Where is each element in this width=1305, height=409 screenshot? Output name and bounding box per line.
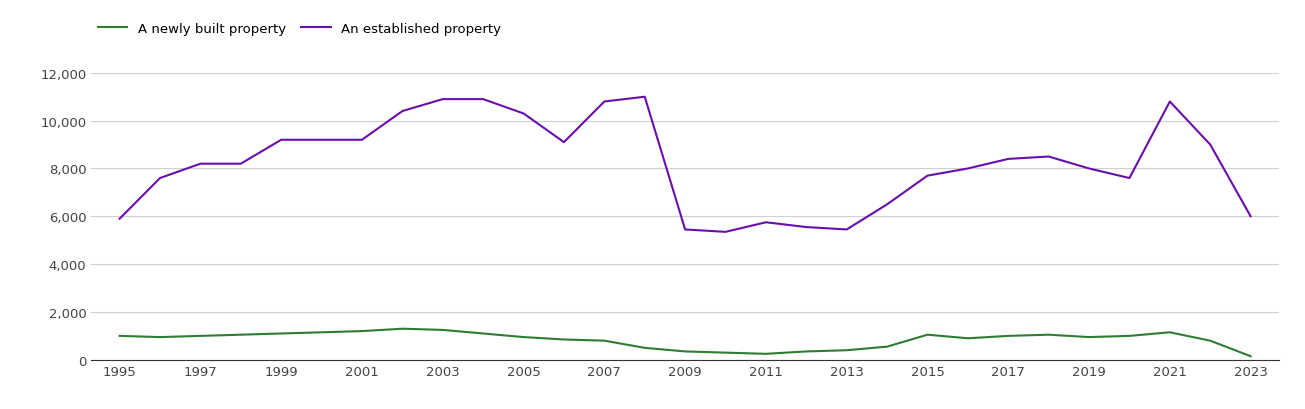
A newly built property — [1161, 330, 1177, 335]
An established property — [234, 162, 249, 167]
A newly built property — [596, 338, 612, 343]
A newly built property — [718, 350, 733, 355]
An established property — [556, 140, 572, 145]
A newly built property — [153, 335, 168, 340]
A newly built property — [1202, 338, 1218, 343]
An established property — [596, 100, 612, 105]
A newly built property — [677, 349, 693, 354]
A newly built property — [354, 329, 369, 334]
An established property — [920, 174, 936, 179]
An established property — [515, 112, 531, 117]
Legend: A newly built property, An established property: A newly built property, An established p… — [98, 23, 501, 36]
An established property — [435, 97, 450, 102]
An established property — [677, 227, 693, 232]
An established property — [839, 227, 855, 232]
An established property — [112, 217, 128, 222]
A newly built property — [556, 337, 572, 342]
A newly built property — [515, 335, 531, 340]
A newly built property — [394, 326, 410, 331]
A newly built property — [1041, 333, 1057, 337]
A newly built property — [234, 333, 249, 337]
A newly built property — [435, 328, 450, 333]
A newly built property — [839, 348, 855, 353]
An established property — [637, 95, 652, 100]
An established property — [718, 230, 733, 235]
An established property — [1082, 166, 1098, 171]
An established property — [1121, 176, 1137, 181]
An established property — [1041, 155, 1057, 160]
A newly built property — [193, 334, 209, 339]
An established property — [1202, 143, 1218, 148]
An established property — [394, 109, 410, 114]
A newly built property — [637, 346, 652, 351]
An established property — [475, 97, 491, 102]
A newly built property — [1001, 334, 1017, 339]
An established property — [153, 176, 168, 181]
An established property — [1161, 100, 1177, 105]
A newly built property — [1082, 335, 1098, 340]
An established property — [1001, 157, 1017, 162]
An established property — [354, 138, 369, 143]
An established property — [880, 202, 895, 207]
An established property — [313, 138, 329, 143]
Line: An established property: An established property — [120, 97, 1250, 232]
An established property — [758, 220, 774, 225]
A newly built property — [1242, 354, 1258, 359]
An established property — [193, 162, 209, 167]
An established property — [960, 166, 976, 171]
A newly built property — [273, 331, 288, 336]
A newly built property — [758, 351, 774, 356]
An established property — [799, 225, 814, 230]
A newly built property — [112, 334, 128, 339]
A newly built property — [880, 344, 895, 349]
Line: A newly built property: A newly built property — [120, 329, 1250, 356]
A newly built property — [475, 331, 491, 336]
A newly built property — [960, 336, 976, 341]
A newly built property — [313, 330, 329, 335]
A newly built property — [1121, 334, 1137, 339]
A newly built property — [920, 333, 936, 337]
An established property — [273, 138, 288, 143]
An established property — [1242, 214, 1258, 219]
A newly built property — [799, 349, 814, 354]
